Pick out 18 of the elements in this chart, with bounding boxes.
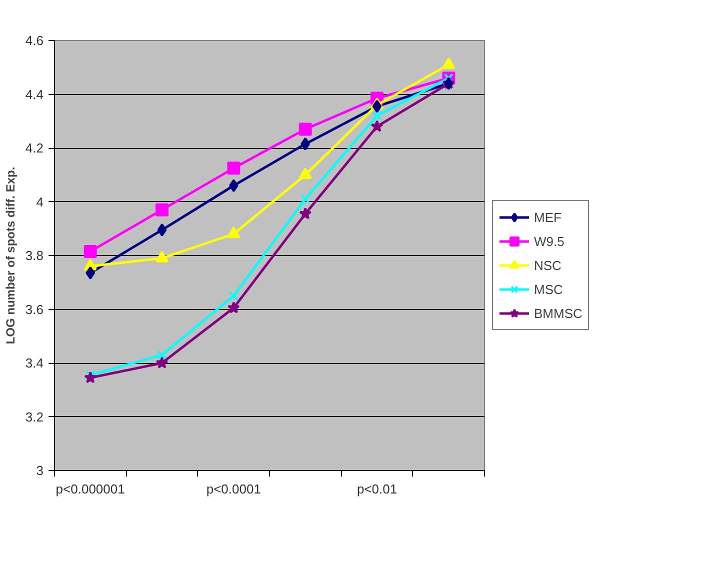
legend-label: BMMSC <box>534 306 582 320</box>
legend-label: W9.5 <box>534 234 564 248</box>
y-tick-label: 4.6 <box>25 33 44 48</box>
y-axis-title: LOG number of spots diff. Exp. <box>3 166 18 344</box>
x-tick-label: p<0.01 <box>356 482 398 496</box>
y-tick-label: 4.4 <box>25 86 44 102</box>
y-tick-label: 4.2 <box>25 140 44 156</box>
legend-label: MEF <box>534 210 562 224</box>
y-tick-label: 3.6 <box>25 302 44 317</box>
y-tick-label: 3.2 <box>25 409 44 424</box>
y-tick-label: 3 <box>36 463 44 478</box>
legend-label: NSC <box>534 258 562 272</box>
x-tick-label: p<0.0001 <box>206 482 261 496</box>
x-tick-label: p<0.000001 <box>56 482 125 496</box>
y-tick-label: 3.4 <box>25 356 44 370</box>
y-tick-label: 4 <box>36 194 44 210</box>
legend-label: MSC <box>534 282 563 296</box>
y-tick-label: 3.8 <box>25 248 44 263</box>
